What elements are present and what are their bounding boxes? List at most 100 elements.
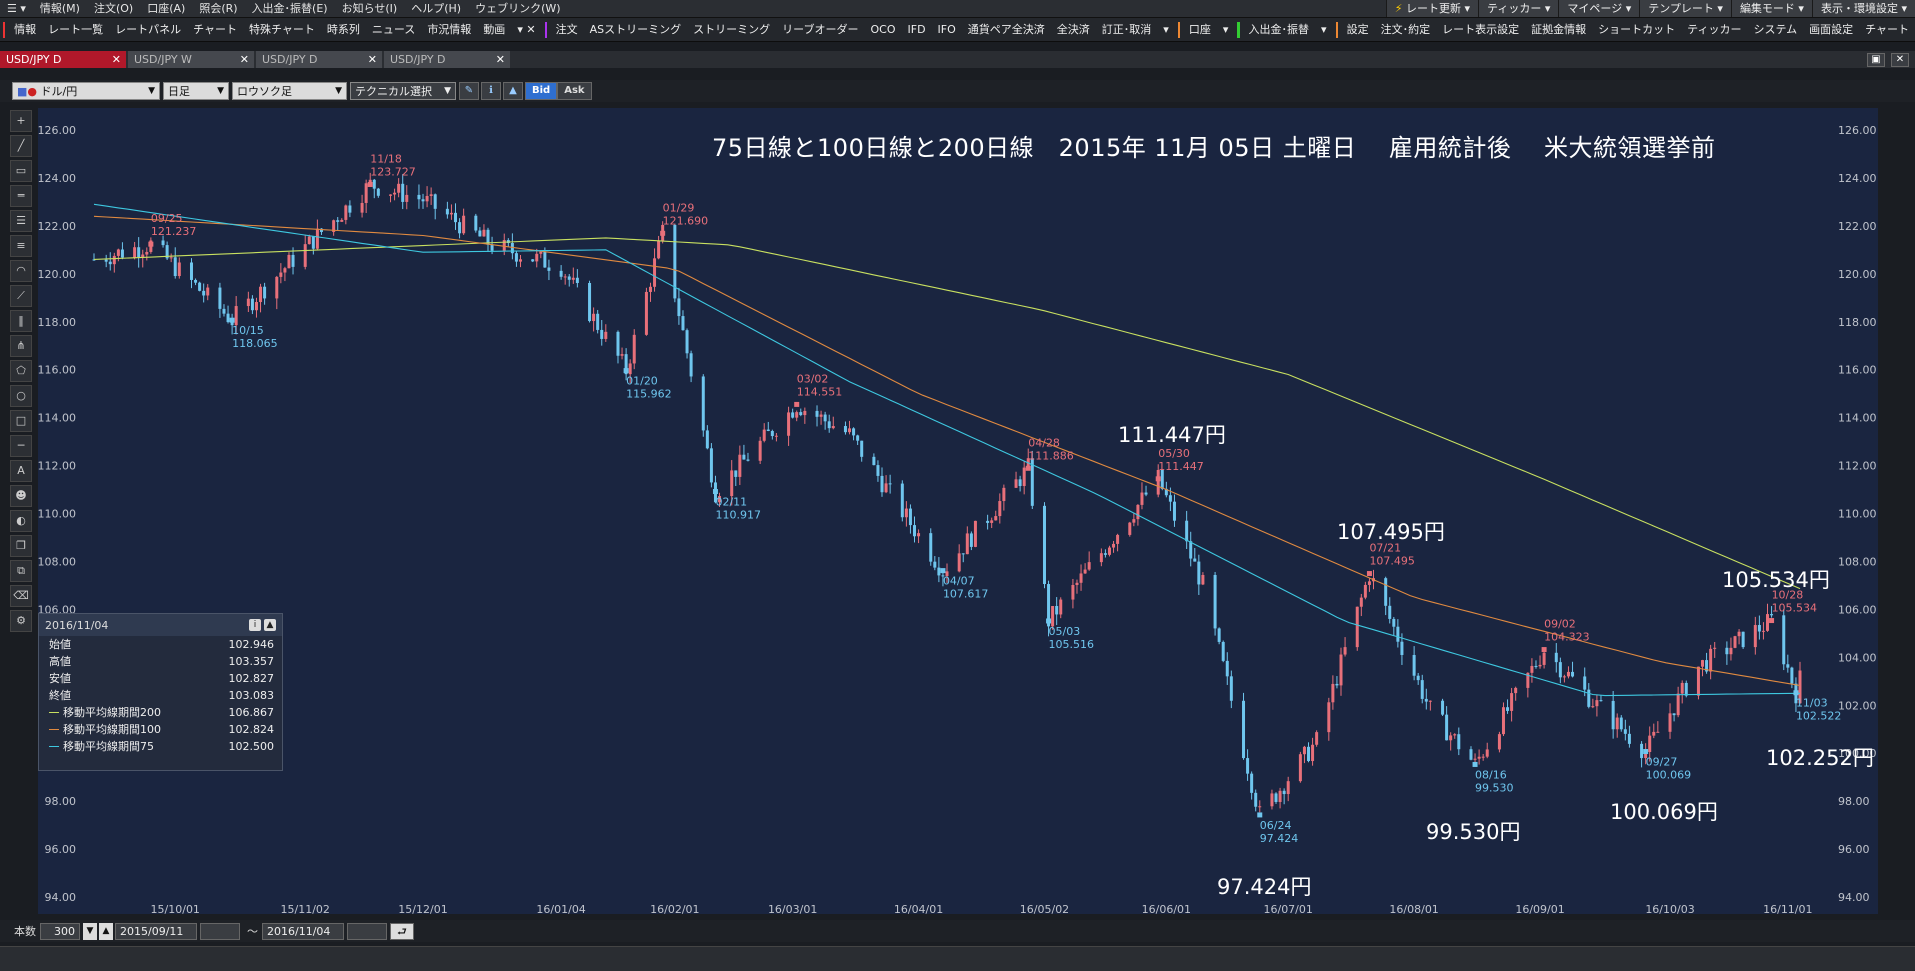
trendline-icon[interactable]: ╱ [10, 135, 32, 157]
to-date-input[interactable]: 2016/11/04 [262, 922, 344, 940]
close-icon[interactable]: ✕ [1891, 52, 1909, 67]
tab-usdjpy-d[interactable]: USD/JPY D ✕ [0, 51, 126, 68]
settings-tool-icon[interactable]: ⚙ [10, 610, 32, 632]
tab-usdjpy-d-3[interactable]: USD/JPY D ✕ [384, 51, 510, 68]
chart-canvas[interactable]: 126.00 126.00 124.00 124.00 122.00 122.00 120.… [38, 108, 1878, 914]
toolbar-info[interactable]: 情報 [14, 22, 37, 36]
toolbar-order-execution[interactable]: 注文･約定 [1380, 22, 1431, 36]
emoji-icon[interactable]: ☻ [10, 485, 32, 507]
eraser-icon[interactable]: ⌫ [10, 585, 32, 607]
menu-item-help[interactable]: ヘルプ(H) [411, 1, 462, 15]
menu-item-account[interactable]: 口座(A) [147, 1, 186, 15]
close-icon[interactable]: ✕ [239, 53, 249, 66]
rate-update-button[interactable]: ⚡ レート更新 ▾ [1385, 0, 1479, 17]
ruler-icon[interactable]: ▭ [10, 160, 32, 182]
toolbar-shortcut[interactable]: ショートカット [1598, 22, 1676, 36]
from-date-input[interactable]: 2015/09/11 [115, 922, 197, 940]
count-input[interactable]: 300 [40, 922, 80, 940]
menu-item-notice[interactable]: お知らせ(I) [341, 1, 398, 15]
toolbar-pair-settle[interactable]: 通貨ペア全決済 [967, 22, 1045, 36]
vertical-lines-icon[interactable]: ‖ [10, 310, 32, 332]
toolbar-deposit[interactable]: 入出金･振替 [1248, 22, 1310, 36]
return-icon[interactable]: ⮐ [390, 922, 414, 940]
toolbar-ifo[interactable]: IFO [937, 22, 956, 36]
toolbar-chart-settings[interactable]: チャート [1865, 22, 1910, 36]
toolbar-dropdown-icon[interactable]: ▾ [1163, 22, 1169, 36]
close-icon[interactable]: ✕ [111, 53, 121, 66]
tab-usdjpy-w[interactable]: USD/JPY W ✕ [128, 51, 254, 68]
close-icon[interactable]: ✕ [367, 53, 377, 66]
to-time-input[interactable] [347, 922, 387, 940]
mypage-menu-button[interactable]: マイページ ▾ [1558, 0, 1640, 17]
crosshair-icon[interactable]: + [10, 110, 32, 132]
area-chart-icon[interactable]: ▲ [503, 82, 523, 100]
fan-icon[interactable]: ⟋ [10, 285, 32, 307]
layers-icon[interactable]: ⧉ [10, 560, 32, 582]
toolbar-dropdown-icon[interactable]: ▾ [1222, 22, 1229, 36]
toolbar-video[interactable]: 動画 [483, 22, 506, 36]
display-settings-button[interactable]: 表示・環境設定 ▾ [1811, 0, 1915, 17]
toolbar-market[interactable]: 市況情報 [427, 22, 472, 36]
chevron-down-icon[interactable]: ▼ [83, 922, 97, 940]
menu-item-weblink[interactable]: ウェブリンク(W) [475, 1, 561, 15]
period-select[interactable]: 日足 ▼ [163, 82, 229, 100]
toolbar-dropdown-icon[interactable]: ▾ [1321, 22, 1327, 36]
fibonacci-icon[interactable]: ≡ [10, 235, 32, 257]
collapse-icon[interactable]: ▲ [264, 619, 276, 631]
toolbar-ticker[interactable]: ティッカー [1687, 22, 1742, 36]
toolbar-chart[interactable]: チャート [193, 22, 237, 36]
toolbar-streaming[interactable]: ストリーミング [693, 22, 771, 36]
technical-select[interactable]: テクニカル選択 ▼ [350, 82, 456, 100]
tab-usdjpy-d-2[interactable]: USD/JPY D ✕ [256, 51, 382, 68]
toolbar-oco[interactable]: OCO [870, 22, 896, 36]
toolbar-system[interactable]: システム [1753, 22, 1798, 36]
toolbar-special-chart[interactable]: 特殊チャート [248, 22, 315, 36]
info-icon[interactable]: i [249, 619, 261, 631]
toolbar-ifd[interactable]: IFD [907, 22, 926, 36]
toolbar-settings[interactable]: 設定 [1346, 22, 1369, 36]
pitchfork-icon[interactable]: ⋔ [10, 335, 32, 357]
currency-pair-select[interactable]: ■● ドル/円 ▼ [12, 82, 160, 100]
ask-button[interactable]: Ask [557, 82, 592, 100]
toolbar-leave-order[interactable]: リーブオーダー [782, 22, 859, 36]
toolbar-order[interactable]: 注文 [555, 22, 578, 36]
template-menu-button[interactable]: テンプレート ▾ [1639, 0, 1731, 17]
toolbar-as-streaming[interactable]: ASストリーミング [589, 22, 682, 36]
from-time-input[interactable] [200, 922, 240, 940]
price-chart[interactable]: 126.00 126.00 124.00 124.00 122.00 122.00 120.… [38, 108, 1878, 914]
chevron-up-icon[interactable]: ▲ [99, 922, 113, 940]
app-menu-icon[interactable]: ☰ ▾ [7, 1, 26, 15]
text-icon[interactable]: A [10, 460, 32, 482]
menu-item-order[interactable]: 注文(O) [93, 1, 134, 15]
magnet-icon[interactable]: ◐ [10, 510, 32, 532]
line-icon[interactable]: ─ [10, 435, 32, 457]
bid-button[interactable]: Bid [525, 82, 558, 100]
circle-icon[interactable]: ○ [10, 385, 32, 407]
toolbar-margin-info[interactable]: 証拠金情報 [1531, 22, 1587, 36]
ticker-menu-button[interactable]: ティッカー ▾ [1478, 0, 1559, 17]
toolbar-account[interactable]: 口座 [1188, 22, 1211, 36]
pentagon-icon[interactable]: ⬠ [10, 360, 32, 382]
edit-mode-button[interactable]: 編集モード ▾ [1730, 0, 1812, 17]
arc-icon[interactable]: ◠ [10, 260, 32, 282]
toolbar-news[interactable]: ニュース [371, 22, 416, 36]
close-icon[interactable]: ✕ [495, 53, 505, 66]
toolbar-rate-panel[interactable]: レートパネル [115, 22, 182, 36]
rectangle-icon[interactable]: □ [10, 410, 32, 432]
toolbar-timeseries[interactable]: 時系列 [326, 22, 360, 36]
toolbar-rate-display[interactable]: レート表示設定 [1442, 22, 1520, 36]
menu-item-transfer[interactable]: 入出金･振替(E) [251, 1, 328, 15]
pen-icon[interactable]: ✎ [459, 82, 479, 100]
maximize-icon[interactable]: ▣ [1867, 52, 1885, 67]
toolbar-dropdown-icon[interactable]: ▾ ✕ [517, 22, 536, 36]
menu-item-info[interactable]: 情報(M) [39, 1, 80, 15]
toolbar-modify-cancel[interactable]: 訂正･取消 [1101, 22, 1152, 36]
horizontal-line-icon[interactable]: ═ [10, 185, 32, 207]
toolbar-rate-list[interactable]: レート一覧 [48, 22, 104, 36]
channel-icon[interactable]: ☰ [10, 210, 32, 232]
chart-type-select[interactable]: ロウソク足 ▼ [232, 82, 347, 100]
info-icon[interactable]: ℹ [481, 82, 501, 100]
toolbar-all-settle[interactable]: 全決済 [1056, 22, 1090, 36]
menu-item-inquiry[interactable]: 照会(R) [199, 1, 238, 15]
toolbar-screen-settings[interactable]: 画面設定 [1809, 22, 1854, 36]
